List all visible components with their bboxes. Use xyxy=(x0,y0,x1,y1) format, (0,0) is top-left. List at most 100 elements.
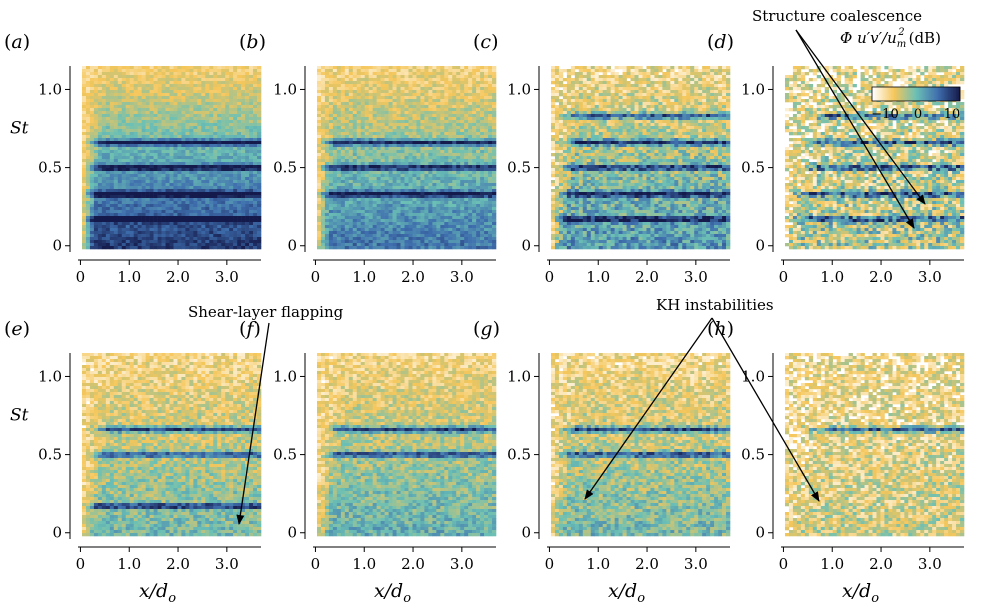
heatmap-cell xyxy=(472,84,477,88)
heatmap-cell xyxy=(332,180,338,184)
heatmap-cell xyxy=(348,114,354,118)
heatmap-cell xyxy=(105,150,111,154)
heatmap-cell xyxy=(372,153,377,157)
heatmap-cell xyxy=(428,201,433,205)
heatmap-cell xyxy=(165,120,170,124)
heatmap-cell xyxy=(153,129,158,133)
heatmap-cell xyxy=(165,126,170,130)
heatmap-cell xyxy=(201,165,206,169)
heatmap-cell xyxy=(488,96,493,100)
heatmap-cell xyxy=(428,87,433,91)
heatmap-cell xyxy=(364,141,369,145)
heatmap-cell xyxy=(117,99,123,103)
y-tick-label: 1.0 xyxy=(38,80,62,98)
heatmap-cell xyxy=(193,183,198,187)
heatmap-cell xyxy=(253,162,258,166)
heatmap-cell xyxy=(416,147,421,151)
heatmap-cell xyxy=(93,219,99,223)
heatmap-cell xyxy=(424,90,429,94)
heatmap-cell xyxy=(137,177,142,181)
heatmap-cell xyxy=(153,135,158,139)
heatmap-cell xyxy=(209,162,214,166)
heatmap-cell xyxy=(221,165,226,169)
heatmap-cell xyxy=(460,159,465,163)
heatmap-cell xyxy=(408,87,413,91)
heatmap-cell xyxy=(181,174,186,178)
heatmap-cell xyxy=(464,162,469,166)
heatmap-cell xyxy=(400,75,405,79)
heatmap-cell xyxy=(153,84,158,88)
heatmap-cell xyxy=(85,93,91,97)
heatmap-cell xyxy=(153,69,158,73)
heatmap-cell xyxy=(424,147,429,151)
heatmap-cell xyxy=(193,81,198,85)
heatmap-cell xyxy=(145,90,150,94)
heatmap-cell xyxy=(233,147,238,151)
heatmap-cell xyxy=(456,96,461,100)
heatmap-cell xyxy=(177,132,182,136)
heatmap-cell xyxy=(141,84,146,88)
heatmap-cell xyxy=(157,243,162,247)
heatmap-cell xyxy=(245,144,250,148)
heatmap-cell xyxy=(181,69,186,73)
heatmap-cell xyxy=(241,87,246,91)
heatmap-cell xyxy=(257,123,262,127)
heatmap-cell xyxy=(249,123,254,127)
heatmap-cell xyxy=(396,117,401,121)
heatmap-cell xyxy=(189,234,194,238)
heatmap-cell xyxy=(173,105,178,109)
heatmap-cell xyxy=(316,210,322,214)
heatmap-cell xyxy=(125,123,131,127)
heatmap-cell xyxy=(340,213,346,217)
heatmap-cell xyxy=(221,207,226,211)
heatmap-cell xyxy=(201,132,206,136)
heatmap-cell xyxy=(125,117,131,121)
heatmap-cell xyxy=(424,177,429,181)
heatmap-cell xyxy=(440,156,445,160)
heatmap-cell xyxy=(193,75,198,79)
heatmap-cell xyxy=(492,123,497,127)
heatmap-cell xyxy=(368,210,373,214)
heatmap-cell xyxy=(161,75,166,79)
heatmap-cell xyxy=(177,165,182,169)
heatmap-cell xyxy=(233,171,238,175)
heatmap-cell xyxy=(237,159,242,163)
heatmap-cell xyxy=(121,153,127,157)
heatmap-cell xyxy=(372,111,377,115)
heatmap-cell xyxy=(205,201,210,205)
heatmap-cell xyxy=(400,141,405,145)
heatmap-cell xyxy=(129,159,134,163)
heatmap-cell xyxy=(229,108,234,112)
heatmap-cell xyxy=(488,207,493,211)
heatmap-cell xyxy=(352,123,358,127)
heatmap-cell xyxy=(81,99,87,103)
heatmap-cell xyxy=(468,147,473,151)
heatmap-cell xyxy=(340,210,346,214)
heatmap-cell xyxy=(460,75,465,79)
heatmap-cell xyxy=(360,102,366,106)
heatmap-cell xyxy=(408,192,413,196)
heatmap-cell xyxy=(81,114,87,118)
heatmap-cell xyxy=(93,96,99,100)
heatmap-cell xyxy=(472,207,477,211)
heatmap-cell xyxy=(408,204,413,208)
heatmap-cell xyxy=(209,174,214,178)
heatmap-cell xyxy=(336,69,342,73)
heatmap-cell xyxy=(209,78,214,82)
heatmap-cell xyxy=(412,207,417,211)
heatmap-cell xyxy=(81,81,87,85)
heatmap-cell xyxy=(488,189,493,193)
heatmap-cell xyxy=(364,135,369,139)
heatmap-cell xyxy=(412,168,417,172)
heatmap-cell xyxy=(320,84,326,88)
heatmap-cell xyxy=(356,204,362,208)
heatmap-cell xyxy=(348,201,354,205)
heatmap-cell xyxy=(336,72,342,76)
heatmap-cell xyxy=(241,210,246,214)
heatmap-cell xyxy=(161,219,166,223)
heatmap-cell xyxy=(448,78,453,82)
heatmap-cell xyxy=(484,180,489,184)
heatmap-cell xyxy=(217,213,222,217)
heatmap-cell xyxy=(157,177,162,181)
heatmap-cell xyxy=(145,150,150,154)
